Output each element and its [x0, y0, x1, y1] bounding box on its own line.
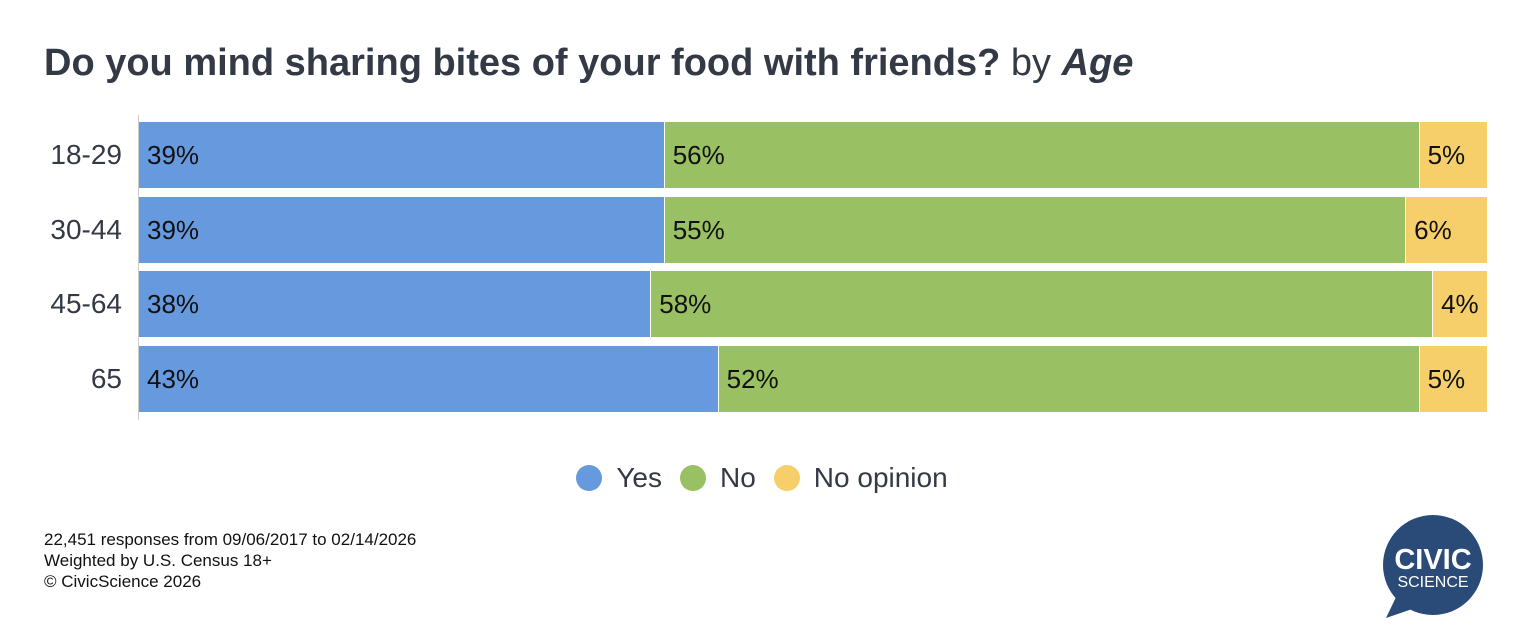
bar-no-opinion	[1419, 346, 1487, 412]
data-label: 5%	[1427, 140, 1466, 170]
bar-no	[664, 122, 1419, 188]
legend-dot-icon	[576, 465, 603, 491]
data-label: 39%	[147, 215, 200, 245]
legend-item: No opinion	[773, 462, 948, 494]
data-label: 56%	[672, 140, 725, 170]
title-by: by	[1010, 42, 1052, 84]
data-label: 5%	[1427, 364, 1466, 394]
bar-no	[718, 346, 1419, 412]
data-label: 4%	[1441, 289, 1479, 319]
logo-line1: CIVIC	[1394, 544, 1471, 576]
data-label: 39%	[147, 140, 200, 170]
data-label: 58%	[659, 289, 712, 319]
footer-copyright: © CivicScience 2026	[44, 572, 202, 591]
bar-no-opinion	[1433, 271, 1487, 337]
data-label: 6%	[1414, 215, 1452, 245]
category-label: 65	[90, 363, 122, 394]
footer-weighting: Weighted by U.S. Census 18+	[44, 551, 272, 570]
bar-yes	[139, 122, 664, 188]
footer-notes: 22,451 responses from 09/06/2017 to 02/1…	[44, 529, 416, 592]
logo-line2: SCIENCE	[1397, 574, 1468, 591]
data-label: 43%	[147, 364, 200, 394]
y-axis-line	[138, 115, 139, 420]
title-group: Age	[1061, 42, 1134, 84]
bar-yes	[139, 271, 651, 337]
title-question: Do you mind sharing bites of your food w…	[44, 42, 1001, 84]
data-label: 52%	[726, 364, 779, 394]
legend-dot-icon	[773, 465, 800, 491]
legend-label: No	[720, 462, 756, 493]
bar-yes	[139, 346, 718, 412]
bar-no-opinion	[1406, 197, 1487, 263]
legend-label: Yes	[616, 462, 662, 493]
chart-title: Do you mind sharing bites of your food w…	[44, 42, 1133, 85]
data-label: 38%	[147, 289, 200, 319]
legend-dot-icon	[680, 465, 706, 491]
data-label: 55%	[672, 215, 725, 245]
category-label: 30-44	[50, 214, 122, 245]
bar-no	[664, 197, 1406, 263]
bar-yes	[139, 197, 664, 263]
civicscience-logo: CIVIC SCIENCE	[1383, 515, 1483, 618]
bar-no	[651, 271, 1433, 337]
legend-label: No opinion	[813, 462, 948, 493]
footer-responses: 22,451 responses from 09/06/2017 to 02/1…	[44, 530, 417, 549]
category-label: 45-64	[50, 288, 122, 319]
bar-no-opinion	[1419, 122, 1487, 188]
legend-item: No	[680, 462, 756, 494]
category-label: 18-29	[50, 139, 122, 170]
legend-item: Yes	[576, 462, 662, 494]
legend: Yes No No opinion	[0, 462, 1524, 494]
